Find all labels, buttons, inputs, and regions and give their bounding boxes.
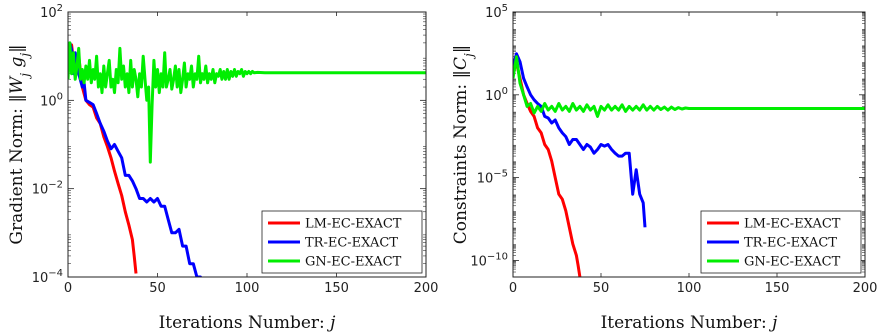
x-tick-label: 150 bbox=[324, 281, 349, 296]
legend-label: TR-EC-EXACT bbox=[305, 236, 398, 251]
legend-label: LM-EC-EXACT bbox=[744, 217, 841, 232]
series-group bbox=[68, 41, 426, 277]
legend-label: LM-EC-EXACT bbox=[305, 217, 402, 232]
series-line-gn-ec-exact bbox=[513, 55, 865, 118]
series-group bbox=[513, 52, 865, 277]
x-tick-label: 0 bbox=[509, 281, 517, 296]
y-axis-label: Constraints Norm: ‖Cj‖ bbox=[451, 45, 476, 245]
x-tick-label: 0 bbox=[64, 281, 72, 296]
series-line-gn-ec-exact bbox=[68, 41, 426, 164]
chart-panel-1: 0 50 100 150 200 102 100 10−2 10−4 Iterations Num… bbox=[7, 3, 438, 333]
x-tick-label: 100 bbox=[677, 281, 702, 296]
x-axis-label: Iterations Number: j bbox=[601, 313, 779, 333]
y-tick-label: 10−2 bbox=[32, 180, 63, 198]
y-tick-label: 10−4 bbox=[32, 268, 63, 286]
x-tick-label: 50 bbox=[593, 281, 610, 296]
y-tick-label: 10−10 bbox=[470, 251, 508, 269]
y-tick-label: 100 bbox=[40, 91, 63, 109]
x-axis-label: Iterations Number: j bbox=[159, 313, 337, 333]
legend-label: GN-EC-EXACT bbox=[305, 255, 402, 270]
legend: LM-EC-EXACT TR-EC-EXACT GN-EC-EXACT bbox=[261, 210, 423, 274]
legend-label: GN-EC-EXACT bbox=[744, 255, 841, 270]
chart-panel-2: 0 50 100 150 200 105 100 10−5 10−10 Iterations Nu… bbox=[451, 3, 877, 333]
y-tick-label: 100 bbox=[485, 86, 508, 104]
x-tick-label: 150 bbox=[765, 281, 790, 296]
legend-label: TR-EC-EXACT bbox=[744, 236, 837, 251]
legend: LM-EC-EXACT TR-EC-EXACT GN-EC-EXACT bbox=[700, 210, 862, 274]
y-tick-label: 10−5 bbox=[477, 169, 508, 187]
x-tick-label: 50 bbox=[149, 281, 166, 296]
series-line-tr-ec-exact bbox=[513, 52, 647, 228]
y-tick-label: 105 bbox=[485, 3, 508, 21]
x-tick-label: 200 bbox=[414, 281, 439, 296]
x-tick-label: 100 bbox=[235, 281, 260, 296]
y-axis-label: Gradient Norm: ‖Wj gj‖ bbox=[7, 44, 32, 244]
y-tick-label: 102 bbox=[40, 3, 63, 21]
x-tick-label: 200 bbox=[853, 281, 877, 296]
